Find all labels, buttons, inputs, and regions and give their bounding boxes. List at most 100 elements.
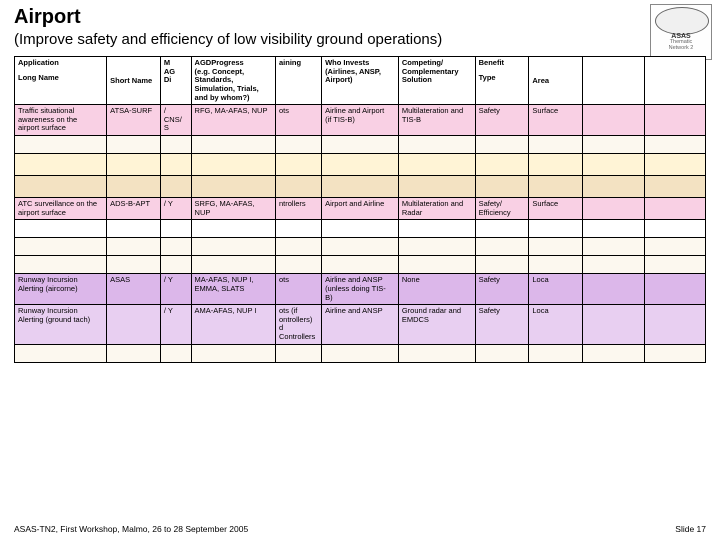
cell-short: [107, 344, 161, 362]
cell-area: [529, 238, 583, 256]
cell-x1: [583, 136, 644, 154]
col-area-label: Area: [532, 77, 579, 86]
cell-x2: [644, 238, 706, 256]
cell-x2: [644, 220, 706, 238]
cell-x2: [644, 105, 706, 136]
cell-area: Surface: [529, 105, 583, 136]
cell-area: [529, 344, 583, 362]
cell-x2: [644, 176, 706, 198]
logo-sub2: Network 2: [651, 46, 711, 52]
cell-mag: [160, 256, 191, 274]
cell-who: [322, 136, 399, 154]
cell-type: Safety/ Efficiency: [475, 198, 529, 220]
cell-comp: [398, 176, 475, 198]
cell-type: Safety: [475, 305, 529, 345]
cell-x1: [583, 176, 644, 198]
cell-train: [276, 154, 322, 176]
cell-type: [475, 136, 529, 154]
cell-x2: [644, 274, 706, 305]
cell-type: Safety: [475, 105, 529, 136]
cell-who: Airline and ANSP: [322, 305, 399, 345]
cell-comp: [398, 256, 475, 274]
cell-who: [322, 238, 399, 256]
cell-comp: None: [398, 274, 475, 305]
cell-comp: Multilateration and TIS-B: [398, 105, 475, 136]
asas-logo: ASAS Thematic Network 2: [650, 4, 712, 60]
cell-long: Runway Incursion Alerting (aircorne): [15, 274, 107, 305]
cell-type: [475, 220, 529, 238]
table-row: [15, 256, 706, 274]
cell-comp: Ground radar and EMDCS: [398, 305, 475, 345]
col-training: aining: [276, 57, 322, 105]
cell-x1: [583, 105, 644, 136]
cell-mag: / CNS/ S: [160, 105, 191, 136]
cell-x1: [583, 154, 644, 176]
cell-prog: [191, 176, 275, 198]
cell-short: ASAS: [107, 274, 161, 305]
table-row: [15, 220, 706, 238]
cell-type: [475, 344, 529, 362]
cell-mag: [160, 238, 191, 256]
cell-type: [475, 238, 529, 256]
cell-long: [15, 176, 107, 198]
col-area: Area: [529, 57, 583, 105]
cell-x2: [644, 305, 706, 345]
cell-short: [107, 136, 161, 154]
cell-who: [322, 154, 399, 176]
cell-short: ADS-B-APT: [107, 198, 161, 220]
cell-prog: [191, 154, 275, 176]
cell-train: ots (if ontrollers) d Controllers: [276, 305, 322, 345]
cell-x1: [583, 220, 644, 238]
col-application: Application Long Name: [15, 57, 107, 105]
cell-prog: MA-AFAS, NUP I, EMMA, SLATS: [191, 274, 275, 305]
cell-short: [107, 305, 161, 345]
col-extra2: [644, 57, 706, 105]
cell-type: Safety: [475, 274, 529, 305]
cell-long: [15, 256, 107, 274]
cell-x2: [644, 136, 706, 154]
cell-comp: [398, 136, 475, 154]
cell-who: [322, 176, 399, 198]
table-row: Runway Incursion Alerting (aircorne)ASAS…: [15, 274, 706, 305]
cell-long: [15, 154, 107, 176]
table-row: [15, 238, 706, 256]
cell-mag: [160, 176, 191, 198]
footer: ASAS-TN2, First Workshop, Malmo, 26 to 2…: [14, 524, 706, 534]
cell-area: Loca: [529, 305, 583, 345]
cell-long: Traffic situational awareness on the air…: [15, 105, 107, 136]
cell-mag: [160, 136, 191, 154]
cell-prog: AMA-AFAS, NUP I: [191, 305, 275, 345]
table-row: [15, 154, 706, 176]
col-benefit-label: Benefit: [479, 59, 526, 68]
cell-train: [276, 220, 322, 238]
cell-prog: [191, 136, 275, 154]
cell-train: ots: [276, 274, 322, 305]
cell-x2: [644, 198, 706, 220]
cell-x1: [583, 305, 644, 345]
cell-area: Loca: [529, 274, 583, 305]
col-long-label: Long Name: [18, 74, 103, 83]
cell-mag: / Y: [160, 305, 191, 345]
footer-left: ASAS-TN2, First Workshop, Malmo, 26 to 2…: [14, 524, 248, 534]
table-body: Traffic situational awareness on the air…: [15, 105, 706, 363]
cell-train: [276, 136, 322, 154]
col-extra1: [583, 57, 644, 105]
cell-x1: [583, 274, 644, 305]
cell-short: [107, 220, 161, 238]
col-progress: AGDProgress (e.g. Concept, Standards, Si…: [191, 57, 275, 105]
cell-long: [15, 238, 107, 256]
cell-prog: [191, 344, 275, 362]
table-row: [15, 176, 706, 198]
cell-prog: SRFG, MA-AFAS, NUP: [191, 198, 275, 220]
col-who: Who Invests (Airlines, ANSP, Airport): [322, 57, 399, 105]
cell-x1: [583, 256, 644, 274]
cell-who: Airline and ANSP (unless doing TIS- B): [322, 274, 399, 305]
cell-comp: [398, 344, 475, 362]
cell-mag: / Y: [160, 198, 191, 220]
col-shortname: Short Name: [107, 57, 161, 105]
cell-train: [276, 238, 322, 256]
cell-x1: [583, 344, 644, 362]
cell-who: Airport and Airline: [322, 198, 399, 220]
cell-train: ots: [276, 105, 322, 136]
cell-x2: [644, 154, 706, 176]
